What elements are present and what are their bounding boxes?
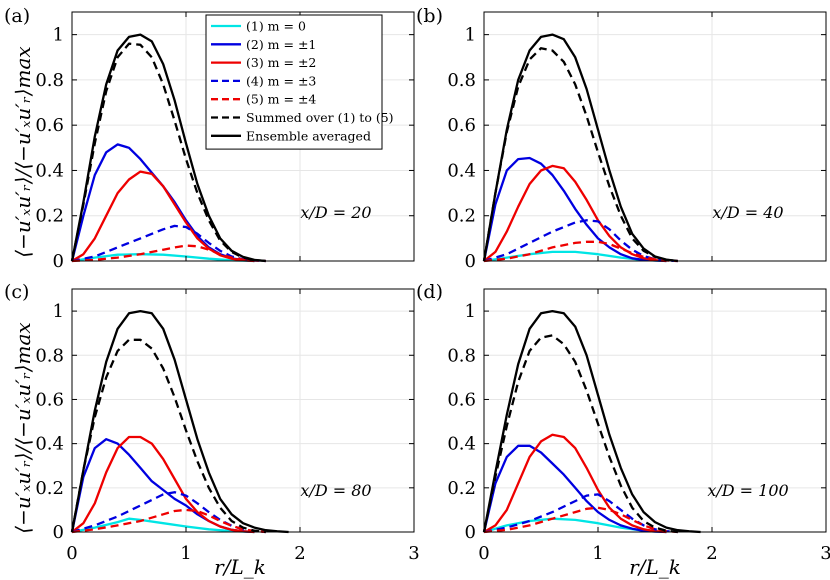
ytick-label: 0.6 — [447, 115, 476, 136]
xlabel-right: r/L_k — [629, 555, 681, 579]
ytick-label: 0.6 — [447, 389, 476, 410]
series-line — [483, 506, 678, 534]
ytick-label: 0 — [53, 522, 64, 543]
ytick-label: 0.4 — [35, 434, 64, 455]
series-line — [483, 433, 667, 534]
series-line — [482, 334, 678, 534]
plot-area — [72, 289, 414, 532]
panel-3: 0 0.2 0.4 0.6 0.8 1 0 1 2 3 (c) x/D = 80 — [4, 281, 420, 564]
ylabel-bottom: ⟨−u′ₓu′ᵣ⟩/⟨−u′ₓu′ᵣ⟩max — [11, 322, 35, 533]
ytick-label: 0.8 — [35, 70, 64, 91]
legend-label: Ensemble averaged — [246, 128, 371, 143]
ytick-label: 1 — [53, 301, 64, 322]
ytick-label: 0.2 — [447, 206, 476, 227]
ylabel-text-bottom: ⟨−u′ₓu′ᵣ⟩/⟨−u′ₓu′ᵣ⟩max — [11, 322, 35, 533]
ylabel-top: ⟨−u′ₓu′ᵣ⟩/⟨−u′ₓu′ᵣ⟩max — [11, 46, 35, 257]
ytick-label: 0.8 — [447, 70, 476, 91]
axes-frame — [71, 288, 415, 533]
series-line — [482, 47, 678, 263]
xtick-label: 1 — [180, 543, 191, 564]
plot-area — [484, 289, 826, 532]
legend-label: (5) m = ±4 — [246, 92, 316, 107]
series-line — [71, 170, 255, 263]
ytick-label: 0 — [465, 251, 476, 272]
ytick-label: 0.2 — [35, 478, 64, 499]
ytick-label: 0 — [465, 522, 476, 543]
ytick-label: 1 — [465, 301, 476, 322]
ytick-label: 0.2 — [447, 478, 476, 499]
series-line — [483, 240, 678, 263]
ytick-label: 0.4 — [35, 160, 64, 181]
xtick-label: 2 — [706, 543, 717, 564]
ytick-label: 0.8 — [35, 345, 64, 366]
panel-label: (c) — [4, 281, 29, 303]
panel-2: 0 0.2 0.4 0.6 0.8 1 (b) x/D = 40 — [416, 5, 827, 272]
xtick-label: 0 — [478, 543, 489, 564]
legend-label: Summed over (1) to (5) — [246, 110, 394, 125]
series-line — [71, 244, 266, 263]
xtick-label: 3 — [408, 543, 419, 564]
xlabel-left: r/L_k — [214, 555, 266, 579]
ytick-label: 0.4 — [447, 160, 476, 181]
xtick-label: 3 — [820, 543, 830, 564]
series-line — [70, 338, 266, 534]
series-line — [71, 517, 255, 534]
ylabel-text-top: ⟨−u′ₓu′ᵣ⟩/⟨−u′ₓu′ᵣ⟩max — [11, 46, 35, 257]
legend-label: (4) m = ±3 — [246, 73, 316, 88]
series-line — [70, 33, 266, 263]
axes-frame — [71, 11, 415, 262]
series-line — [482, 444, 667, 534]
ytick-label: 0.6 — [35, 389, 64, 410]
panel-label: (d) — [416, 281, 443, 303]
panels: 0 0.2 0.4 0.6 0.8 1 (a) x/D = 20 0 0.2 0.4 0.6 0.8 1 (… — [4, 5, 830, 564]
series-line — [71, 253, 255, 263]
legend-label: (3) m = ±2 — [246, 55, 316, 70]
series-line — [70, 309, 289, 534]
series-line — [71, 435, 255, 534]
panel-4: 0 0.2 0.4 0.6 0.8 1 0 1 2 3 (d) x/D = 100 — [416, 281, 830, 564]
panel-label: (a) — [4, 5, 30, 27]
panel-annotation: x/D = 80 — [300, 481, 371, 500]
panel-annotation: x/D = 40 — [712, 203, 783, 222]
panel-label: (b) — [416, 5, 443, 27]
ytick-label: 1 — [465, 25, 476, 46]
series-line — [71, 508, 266, 534]
legend: (1) m = 0 (2) m = ±1 (3) m = ±2 (4) m = ±3 (… — [205, 14, 394, 150]
legend-label: (1) m = 0 — [246, 19, 306, 34]
axes-frame — [483, 11, 827, 262]
ytick-label: 0.6 — [35, 115, 64, 136]
plot-area — [484, 12, 826, 261]
ytick-label: 0.4 — [447, 434, 476, 455]
series-line — [482, 33, 678, 263]
series-line — [482, 156, 667, 263]
xtick-label: 0 — [66, 543, 77, 564]
panel-annotation: x/D = 100 — [707, 481, 788, 500]
xtick-label: 2 — [294, 543, 305, 564]
ytick-label: 1 — [53, 25, 64, 46]
axes-frame — [483, 288, 827, 533]
series-line — [482, 309, 701, 534]
ytick-label: 0 — [53, 251, 64, 272]
panel-annotation: x/D = 20 — [300, 203, 371, 222]
ytick-label: 0.2 — [35, 206, 64, 227]
ytick-label: 0.8 — [447, 345, 476, 366]
legend-label: (2) m = ±1 — [246, 37, 316, 52]
xtick-label: 1 — [592, 543, 603, 564]
